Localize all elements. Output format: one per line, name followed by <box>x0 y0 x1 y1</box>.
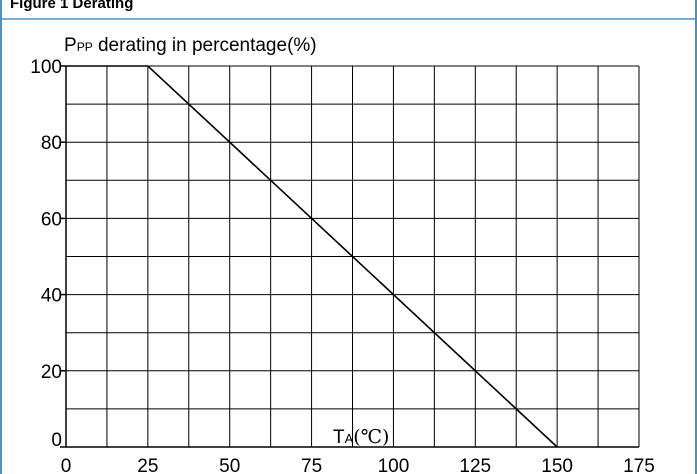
chart-title-main: P <box>64 35 77 56</box>
x-tick-label: 175 <box>623 456 655 474</box>
x-tick-label: 125 <box>459 456 491 474</box>
x-tick-label: 50 <box>219 456 240 474</box>
x-axis-label-sub: A <box>345 431 354 446</box>
x-tick-label: 75 <box>301 456 322 474</box>
y-tick-label: 20 <box>41 362 62 383</box>
plot-grid <box>60 65 640 448</box>
x-axis-label-main: T <box>333 427 345 448</box>
derating-curve <box>66 65 558 448</box>
x-tick-label: 150 <box>541 456 573 474</box>
y-tick-label: 80 <box>41 133 62 154</box>
y-tick-label: 40 <box>41 286 62 307</box>
y-tick-label: 0 <box>51 430 62 451</box>
x-tick-label: 100 <box>378 456 410 474</box>
x-tick-label: 25 <box>137 456 158 474</box>
x-tick-label: 0 <box>61 456 72 474</box>
chart-title-sub: PP <box>77 40 93 54</box>
chart-title-rest: derating in percentage(%) <box>93 35 317 56</box>
header-fragment: Figure 1 Derating <box>10 0 133 12</box>
x-axis-label-unit: (℃) <box>353 426 389 448</box>
tick-labels: 0 25 50 75 100 125 150 175 0 20 40 60 80 100 <box>30 57 655 474</box>
x-axis-label: TA(℃) <box>333 426 389 448</box>
chart-title: PPP derating in percentage(%) <box>64 35 317 56</box>
y-tick-label: 100 <box>30 57 62 78</box>
plot-series <box>66 65 558 448</box>
y-tick-label: 60 <box>41 209 62 230</box>
